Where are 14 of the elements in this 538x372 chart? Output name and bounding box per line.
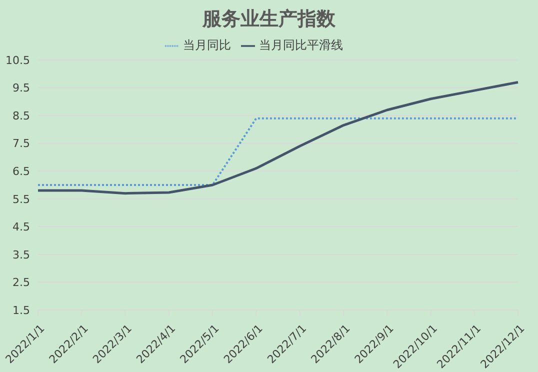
y-tick-label: 5.5 (12, 192, 30, 206)
y-tick-label: 9.5 (12, 82, 30, 95)
chart-title: 服务业生产指数 (201, 7, 336, 32)
y-tick-label: 8.5 (12, 109, 30, 122)
legend-label: 当月同比 (183, 38, 231, 52)
y-tick-label: 1.5 (12, 304, 30, 317)
y-tick-label: 4.5 (12, 220, 30, 234)
y-tick-label: 7.5 (12, 137, 30, 150)
y-tick-label: 2.5 (12, 276, 30, 290)
line-series (36, 80, 520, 195)
y-tick-label: 10.5 (6, 54, 30, 67)
legend-label: 当月同比平滑线 (259, 38, 343, 52)
y-tick-label: 6.5 (12, 165, 30, 178)
y-tick-label: 3.5 (12, 248, 30, 262)
